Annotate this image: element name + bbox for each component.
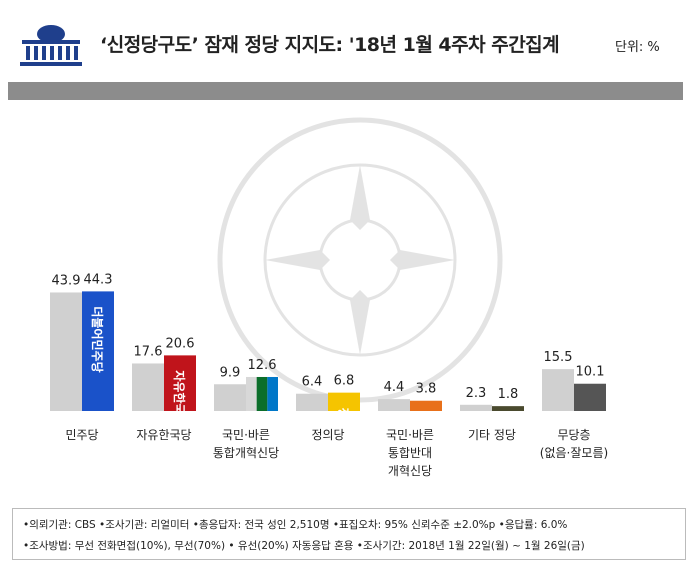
value-label-s0-3: 6.4 <box>302 375 323 390</box>
survey-info-box: •의뢰기관: CBS •조사기관: 리얼미터 •총응답자: 전국 성인 2,51… <box>12 508 686 560</box>
value-label-s1-6: 10.1 <box>576 365 605 380</box>
category-label-4-2: 개혁신당 <box>388 464 432 478</box>
assembly-seal-watermark <box>217 117 503 403</box>
category-label-3-0: 정의당 <box>311 428 344 442</box>
national-assembly-icon <box>20 25 82 66</box>
value-label-s1-2: 12.6 <box>248 358 277 373</box>
category-label-2-0: 국민·바른 <box>222 428 270 442</box>
category-label-2-1: 통합개혁신당 <box>213 446 279 460</box>
survey-info-line-1: •의뢰기관: CBS •조사기관: 리얼미터 •총응답자: 전국 성인 2,51… <box>23 519 568 531</box>
category-label-5-0: 기타 정당 <box>468 428 516 442</box>
bar-s0-6 <box>542 369 574 411</box>
value-label-s1-4: 3.8 <box>416 382 437 397</box>
bar-s0-0 <box>50 292 82 411</box>
value-label-s1-0: 44.3 <box>84 272 113 287</box>
category-label-4-0: 국민·바른 <box>386 428 434 442</box>
bar-s0-2 <box>214 384 246 411</box>
value-label-s0-6: 15.5 <box>544 350 573 365</box>
category-label-1-0: 자유한국당 <box>136 428 191 442</box>
survey-info-line-2: •조사방법: 무선 전화면접(10%), 무선(70%) • 유선(20%) 자… <box>23 540 585 552</box>
bar-s0-4 <box>378 399 410 411</box>
value-label-s1-1: 20.6 <box>166 336 195 351</box>
bar-s1-4 <box>410 400 442 411</box>
value-label-s0-0: 43.9 <box>52 273 81 288</box>
value-label-s0-4: 4.4 <box>384 380 405 395</box>
category-label-4-1: 통합반대 <box>388 446 432 460</box>
bar-s0-5 <box>460 404 492 411</box>
bar-s0-3 <box>296 393 328 411</box>
bar-logo-3: 정의당 <box>336 408 351 441</box>
category-label-6-0: 무당층 <box>557 428 590 442</box>
bar-s1-3 <box>328 392 360 411</box>
bar-s0-1 <box>132 363 164 411</box>
header-divider <box>8 82 683 100</box>
unit-label: 단위: % <box>615 40 660 55</box>
bar-logo-0: 더불어민주당 <box>90 306 105 372</box>
value-label-s0-2: 9.9 <box>220 365 241 380</box>
bar-s1-5 <box>492 406 524 411</box>
bar-s1-2 <box>246 376 278 411</box>
bar-s1-1 <box>164 355 196 411</box>
page-title: ‘신정당구도’ 잠재 정당 지지도: '18년 1월 4주차 주간집계 <box>100 34 560 56</box>
category-label-0-0: 민주당 <box>65 428 98 442</box>
value-label-s1-5: 1.8 <box>498 387 519 402</box>
value-label-s0-1: 17.6 <box>134 344 163 359</box>
bar-logo-1: 자유한국당 <box>172 370 187 425</box>
value-label-s1-3: 6.8 <box>334 374 355 389</box>
value-label-s0-5: 2.3 <box>466 386 487 401</box>
header: ‘신정당구도’ 잠재 정당 지지도: '18년 1월 4주차 주간집계 단위: … <box>0 0 689 82</box>
bar-s1-0 <box>82 291 114 411</box>
bar-s1-6 <box>574 383 606 411</box>
category-label-6-1: (없음·잘모름) <box>540 446 608 460</box>
